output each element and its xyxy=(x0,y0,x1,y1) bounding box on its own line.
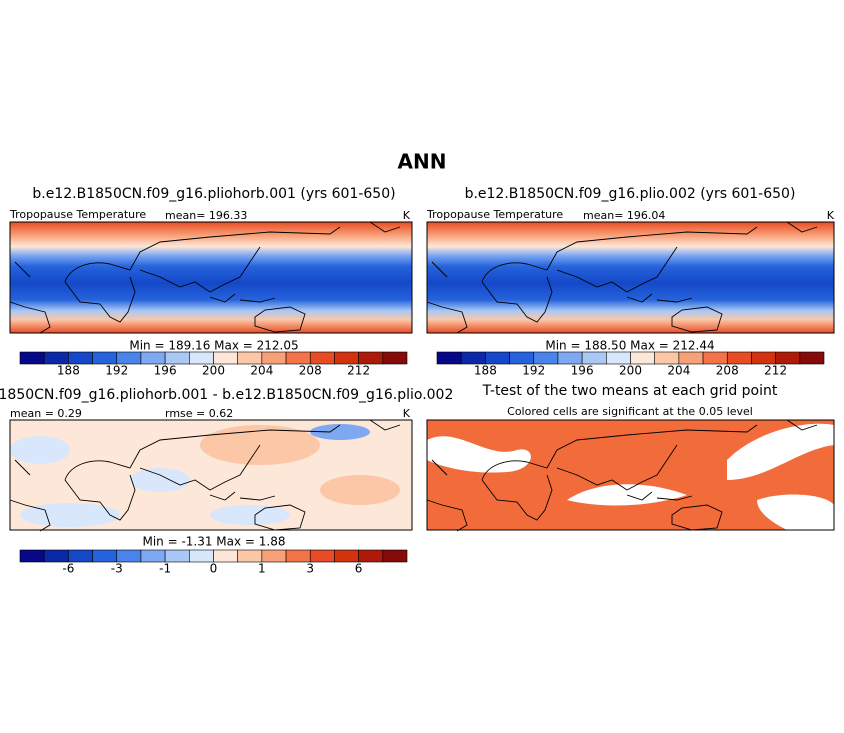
colorbar-label: -3 xyxy=(111,562,123,576)
colorbar-box xyxy=(606,351,631,365)
colorbar-box xyxy=(751,351,776,365)
colorbar-box xyxy=(285,351,311,365)
map xyxy=(9,419,413,532)
mean: mean= 196.33 xyxy=(165,209,247,222)
colorbar-label: 188 xyxy=(57,364,80,378)
colorbar-box xyxy=(382,351,408,365)
colorbar-box xyxy=(68,351,93,365)
colorbar-box xyxy=(726,351,752,365)
panel-title: T-test of the two means at each grid poi… xyxy=(482,383,778,399)
colorbar-box xyxy=(509,351,535,365)
map xyxy=(9,221,413,334)
colorbar-label: 208 xyxy=(716,364,739,378)
map xyxy=(426,419,835,532)
mean: mean = 0.29 xyxy=(10,407,82,420)
colorbar-label: 196 xyxy=(571,364,594,378)
colorbar-box xyxy=(189,549,214,563)
figure-title: ANN xyxy=(398,150,447,174)
colorbar-box xyxy=(164,351,190,365)
colorbar-label: 6 xyxy=(355,562,363,576)
colorbar-box xyxy=(285,549,311,563)
variable: Tropopause Temperature xyxy=(9,208,146,221)
colorbar-label: 200 xyxy=(202,364,225,378)
minmax: Min = 189.16 Max = 212.05 xyxy=(129,339,298,353)
colorbar-box xyxy=(237,351,263,365)
colorbar-box xyxy=(557,351,583,365)
colorbar-box xyxy=(334,549,359,563)
mean: mean= 196.04 xyxy=(583,209,665,222)
colorbar-label: 200 xyxy=(619,364,642,378)
colorbar-label: 196 xyxy=(154,364,177,378)
colorbar-box xyxy=(654,351,680,365)
colorbar-box xyxy=(358,351,384,365)
colorbar-box xyxy=(116,351,142,365)
colorbar-box xyxy=(19,549,45,563)
colorbar-box xyxy=(68,549,93,563)
colorbar-label: -1 xyxy=(159,562,171,576)
colorbar-box xyxy=(213,351,238,365)
colorbar-box xyxy=(799,351,825,365)
colorbar-box xyxy=(92,549,118,563)
colorbar-box xyxy=(164,549,190,563)
colorbar-label: 212 xyxy=(764,364,787,378)
panel-title: b.e12.B1850CN.f09_g16.pliohorb.001 (yrs … xyxy=(32,186,395,202)
colorbar-label: 3 xyxy=(306,562,314,576)
colorbar-box xyxy=(460,351,486,365)
panel-subtitle: Colored cells are significant at the 0.0… xyxy=(507,405,753,418)
colorbar-label: 212 xyxy=(347,364,370,378)
minmax: Min = -1.31 Max = 1.88 xyxy=(142,535,285,549)
colorbar-label: 204 xyxy=(667,364,690,378)
colorbar-box xyxy=(140,549,166,563)
colorbar-box xyxy=(581,351,607,365)
units: K xyxy=(403,407,411,420)
panel-title: b.e12.B1850CN.f09_g16.plio.002 (yrs 601-… xyxy=(465,186,796,202)
panel-title: 12.B1850CN.f09_g16.pliohorb.001 - b.e12.… xyxy=(0,387,453,403)
colorbar-box xyxy=(116,549,142,563)
colorbar-label: -6 xyxy=(62,562,74,576)
colorbar-label: 192 xyxy=(105,364,128,378)
colorbar-box xyxy=(309,351,335,365)
colorbar-box xyxy=(237,549,263,563)
units: K xyxy=(403,209,411,222)
colorbar-box xyxy=(775,351,801,365)
colorbar-label: 208 xyxy=(299,364,322,378)
colorbar-box xyxy=(92,351,118,365)
colorbar-box xyxy=(702,351,728,365)
minmax: Min = 188.50 Max = 212.44 xyxy=(545,339,714,353)
colorbar-box xyxy=(358,549,384,563)
colorbar-box xyxy=(309,549,335,563)
colorbar-box xyxy=(261,549,287,563)
colorbar-box xyxy=(19,351,45,365)
colorbar-label: 204 xyxy=(250,364,273,378)
colorbar-box xyxy=(261,351,287,365)
colorbar-box xyxy=(213,549,238,563)
rmse: rmse = 0.62 xyxy=(165,407,233,420)
colorbar-box xyxy=(334,351,359,365)
colorbar-box xyxy=(43,351,69,365)
map xyxy=(426,221,835,334)
colorbar-label: 1 xyxy=(258,562,266,576)
colorbar-box xyxy=(630,351,655,365)
colorbar-box xyxy=(678,351,704,365)
colorbar-box xyxy=(533,351,559,365)
colorbar-box xyxy=(189,351,214,365)
colorbar-box xyxy=(436,351,462,365)
colorbar-box xyxy=(382,549,408,563)
colorbar-box xyxy=(43,549,69,563)
colorbar-label: 188 xyxy=(474,364,497,378)
units: K xyxy=(827,209,835,222)
variable: Tropopause Temperature xyxy=(426,208,563,221)
colorbar-label: 192 xyxy=(522,364,545,378)
colorbar-box xyxy=(485,351,510,365)
colorbar-label: 0 xyxy=(210,562,218,576)
colorbar-box xyxy=(140,351,166,365)
